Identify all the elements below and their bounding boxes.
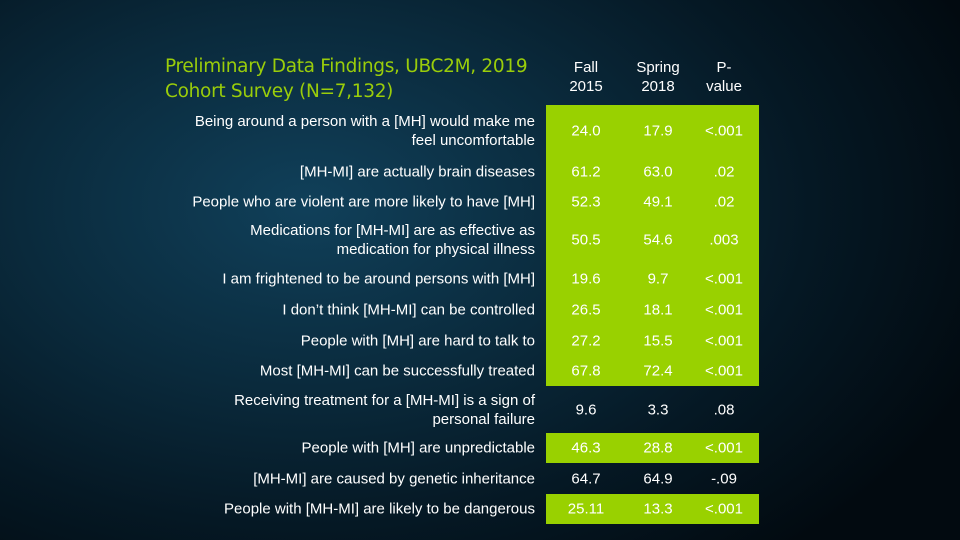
table-row: [MH-MI] are caused by genetic inheritanc… [0,463,960,494]
fall-2015-value: 27.2 [571,332,601,349]
fall-2015-value: 67.8 [571,362,601,380]
fall-2015-value: 24.0 [571,122,601,139]
row-label: People with [MH] are hard to talk to [300,332,535,349]
spring-2018-value: 64.9 [643,470,673,487]
row-label: [MH-MI] are actually brain diseases [299,163,535,180]
spring-2018-value: 28.8 [643,439,673,457]
table-row: People with [MH] are hard to talk to 27.2… [0,325,960,356]
highlight-cell [546,433,759,463]
spring-2018-value: 49.1 [643,193,673,211]
fall-2015-value: 25.11 [567,500,605,518]
row-label: Being around a person with a [MH] would … [194,112,535,149]
p-value: -.09 [711,470,737,487]
spring-2018-value: 15.5 [643,332,673,349]
fall-2015-value: 46.3 [571,439,601,457]
title-line-1: Preliminary Data Findings, UBC2M, 2019 [165,56,528,77]
fall-2015-value: 26.5 [571,301,601,319]
highlight-cell [546,187,759,217]
p-value: .02 [713,163,735,180]
fall-2015-value: 19.6 [571,270,601,288]
highlight-cell [546,295,759,325]
p-value: <.001 [705,332,743,349]
table-row: Medications for [MH-MI] are as effective… [0,217,960,263]
highlight-cell [546,356,759,386]
table-row: People who are violent are more likely t… [0,187,960,217]
highlight-cell [546,217,759,263]
table-row: People with [MH] are unpredictable 46.3 28… [0,433,960,463]
header-fall-2015: Fall 2015 [569,59,603,95]
spring-2018-value: 9.7 [647,270,669,288]
p-value: <.001 [705,301,743,319]
header-spring-2018: Spring 2018 [636,59,680,95]
p-value: <.001 [705,500,743,518]
p-value: <.001 [705,122,743,139]
fall-2015-value: 52.3 [571,193,601,211]
row-label: [MH-MI] are caused by genetic inheritanc… [253,470,535,487]
spring-2018-value: 3.3 [647,401,669,418]
spring-2018-value: 54.6 [643,231,673,249]
table-row: I am frightened to be around persons wit… [0,263,960,295]
fall-2015-value: 61.2 [571,163,601,180]
spring-2018-value: 18.1 [643,301,673,319]
row-label: Medications for [MH-MI] are as effective… [250,222,535,258]
highlight-cell [546,105,759,156]
fall-2015-value: 64.7 [571,470,601,487]
highlight-cell [546,494,759,524]
row-label: Receiving treatment for a [MH-MI] is a s… [234,391,535,428]
row-label: People with [MH-MI] are likely to be dan… [224,500,535,518]
highlight-cell [546,325,759,356]
spring-2018-value: 72.4 [643,362,673,380]
highlight-cell [546,156,759,187]
spring-2018-value: 63.0 [643,163,673,180]
row-label: I don’t think [MH-MI] can be controlled [282,301,535,319]
highlight-cell [546,263,759,295]
table-row: I don’t think [MH-MI] can be controlled 2… [0,295,960,325]
table-row: [MH-MI] are actually brain diseases 61.2 6… [0,156,960,187]
spring-2018-value: 13.3 [643,500,673,518]
spring-2018-value: 17.9 [643,122,673,139]
row-label: People with [MH] are unpredictable [301,439,535,457]
fall-2015-value: 9.6 [575,401,597,418]
row-label: People who are violent are more likely t… [192,193,535,211]
table-row: Being around a person with a [MH] would … [0,105,960,156]
title-line-2: Cohort Survey (N=7,132) [165,81,394,102]
row-label: Most [MH-MI] can be successfully treated [259,362,535,380]
p-value: <.001 [705,362,743,380]
p-value: <.001 [705,270,743,288]
p-value: .02 [713,193,735,211]
slide-title: Preliminary Data Findings, UBC2M, 2019 C… [165,54,528,104]
table-row: Receiving treatment for a [MH-MI] is a s… [0,386,960,433]
fall-2015-value: 50.5 [571,231,601,249]
header-p-value: P-value [706,59,742,95]
p-value: .08 [713,401,735,418]
row-label: I am frightened to be around persons wit… [222,270,535,288]
table-row: Most [MH-MI] can be successfully treated… [0,356,960,386]
p-value: <.001 [705,439,743,457]
p-value: .003 [709,231,739,249]
table-row: People with [MH-MI] are likely to be dan… [0,494,960,524]
